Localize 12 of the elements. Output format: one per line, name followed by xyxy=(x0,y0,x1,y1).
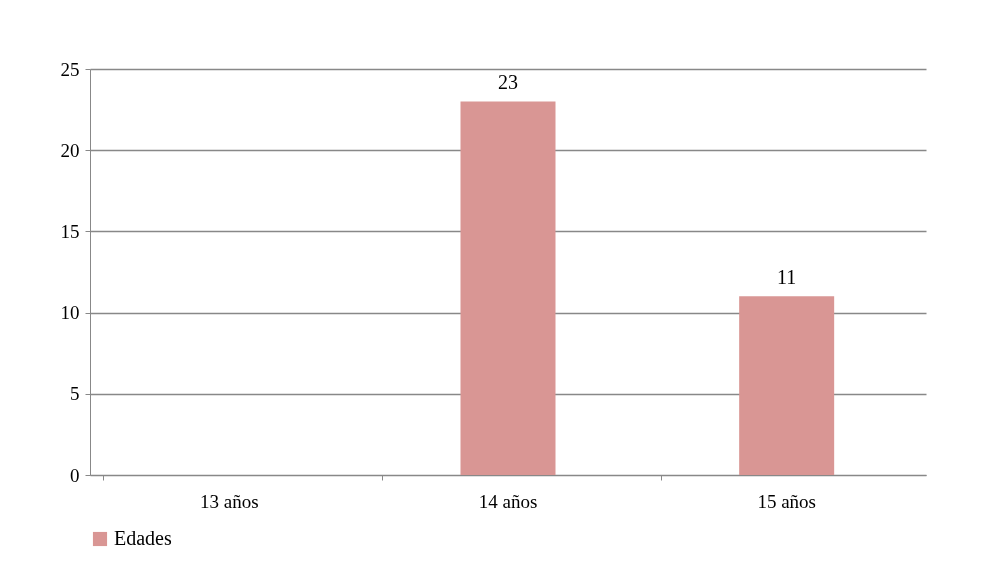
y-tick-label: 20 xyxy=(60,139,80,161)
data-label: 11 xyxy=(777,266,797,289)
x-tick-label: 13 años xyxy=(200,490,259,512)
x-tick-label: 14 años xyxy=(478,490,538,512)
y-tick-label: 5 xyxy=(70,383,80,405)
data-label: 23 xyxy=(498,71,518,94)
y-tick-label: 25 xyxy=(60,58,80,80)
legend-label: Edades xyxy=(114,527,172,549)
y-tick-label: 0 xyxy=(70,464,80,486)
y-tick-label: 15 xyxy=(60,220,80,242)
y-tick-label: 10 xyxy=(60,302,80,324)
x-tick-label: 15 años xyxy=(757,490,816,512)
